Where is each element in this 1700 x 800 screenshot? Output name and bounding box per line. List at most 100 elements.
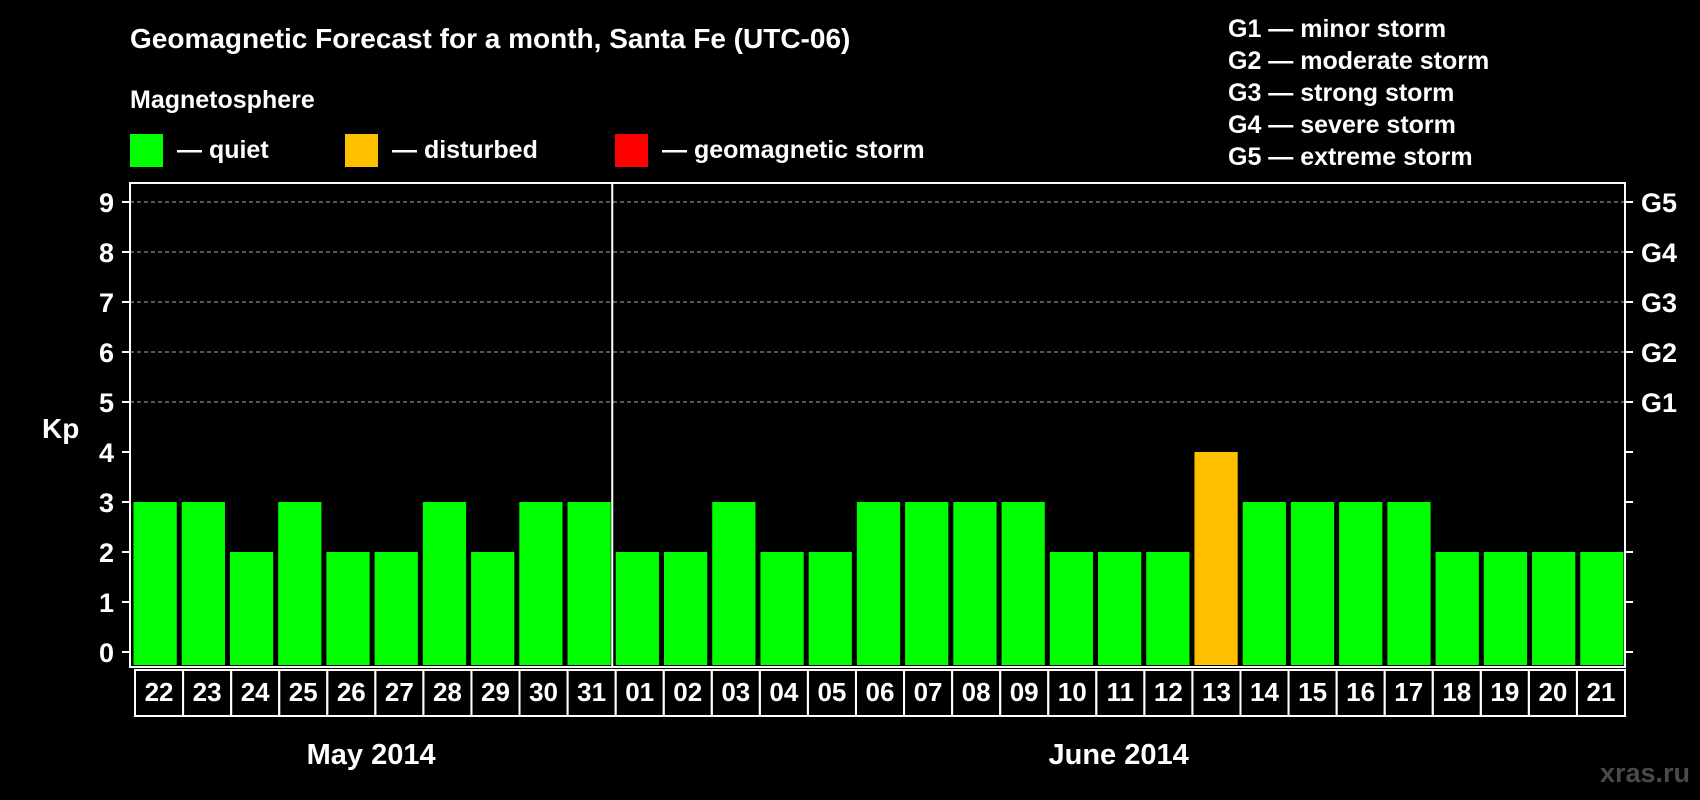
y-tick-label: 8 bbox=[99, 238, 114, 268]
month-labels: May 2014 June 2014 bbox=[307, 739, 1189, 771]
storm-level-label: G2 bbox=[1641, 338, 1677, 368]
day-cell bbox=[1575, 669, 1626, 717]
day-label: 26 bbox=[337, 677, 366, 707]
bar-31 bbox=[567, 502, 611, 665]
storm-level-label: G5 bbox=[1641, 188, 1677, 218]
bar-16 bbox=[1339, 502, 1383, 665]
bar-09 bbox=[1001, 502, 1045, 665]
day-label: 24 bbox=[241, 677, 270, 707]
watermark: xras.ru bbox=[1600, 758, 1690, 788]
bar-22 bbox=[133, 502, 177, 665]
day-label: 02 bbox=[673, 677, 702, 707]
y-axis: 0 1 2 3 4 5 6 7 8 9 bbox=[99, 188, 130, 668]
bar-03 bbox=[712, 502, 756, 665]
bar-06 bbox=[856, 502, 901, 665]
day-label: 19 bbox=[1490, 677, 1519, 707]
bars bbox=[133, 452, 1624, 665]
bar-29 bbox=[471, 552, 515, 665]
day-label: 18 bbox=[1442, 677, 1471, 707]
day-label: 28 bbox=[433, 677, 462, 707]
day-label: 29 bbox=[481, 677, 510, 707]
bar-24 bbox=[229, 552, 274, 665]
day-label: 03 bbox=[721, 677, 750, 707]
y-tick-label: 2 bbox=[99, 538, 114, 568]
bar-20 bbox=[1532, 552, 1576, 665]
day-label: 15 bbox=[1298, 677, 1327, 707]
day-label: 07 bbox=[914, 677, 943, 707]
y-tick-label: 9 bbox=[99, 188, 114, 218]
legend-label-quiet: — quiet bbox=[177, 136, 269, 164]
y-axis-label: Kp bbox=[42, 413, 79, 444]
day-label: 08 bbox=[962, 677, 991, 707]
y-tick-label: 3 bbox=[99, 488, 114, 518]
bar-10 bbox=[1049, 552, 1094, 665]
storm-scale-item: G5 — extreme storm bbox=[1228, 143, 1473, 171]
legend-label-disturbed: — disturbed bbox=[392, 136, 538, 164]
y-tick-label: 6 bbox=[99, 338, 114, 368]
bar-04 bbox=[760, 552, 804, 665]
storm-scale-item: G1 — minor storm bbox=[1228, 15, 1446, 43]
legend-swatch-disturbed bbox=[345, 134, 378, 167]
day-label: 31 bbox=[577, 677, 606, 707]
day-label: 01 bbox=[625, 677, 654, 707]
magnetosphere-label: Magnetosphere bbox=[130, 86, 315, 114]
day-label: 21 bbox=[1587, 677, 1616, 707]
bar-15 bbox=[1290, 502, 1335, 665]
bar-07 bbox=[905, 502, 949, 665]
storm-level-label: G3 bbox=[1641, 288, 1677, 318]
bar-11 bbox=[1098, 552, 1142, 665]
bar-25 bbox=[278, 502, 322, 665]
legend-swatch-quiet bbox=[130, 134, 163, 167]
bar-01 bbox=[615, 552, 659, 665]
day-label: 06 bbox=[866, 677, 895, 707]
day-label: 11 bbox=[1107, 677, 1135, 707]
storm-scale-item: G4 — severe storm bbox=[1228, 111, 1456, 139]
legend: — quiet — disturbed — geomagnetic storm bbox=[130, 134, 925, 167]
legend-swatch-storm bbox=[615, 134, 648, 167]
plot-frame bbox=[129, 182, 1626, 668]
bar-28 bbox=[422, 502, 467, 665]
storm-scale-item: G2 — moderate storm bbox=[1228, 47, 1489, 75]
day-label: 23 bbox=[193, 677, 222, 707]
bar-08 bbox=[953, 502, 997, 665]
chart-title: Geomagnetic Forecast for a month, Santa … bbox=[130, 23, 850, 54]
day-label: 05 bbox=[817, 677, 846, 707]
bar-23 bbox=[181, 502, 225, 665]
day-label: 22 bbox=[145, 677, 174, 707]
month-label: May 2014 bbox=[307, 739, 436, 771]
day-label: 16 bbox=[1346, 677, 1375, 707]
bar-26 bbox=[326, 552, 370, 665]
storm-scale-legend: G1 — minor storm G2 — moderate storm G3 — … bbox=[1228, 15, 1489, 171]
bar-18 bbox=[1435, 552, 1479, 665]
bar-17 bbox=[1387, 502, 1431, 665]
y-tick-label: 1 bbox=[99, 588, 114, 618]
y-tick-label: 5 bbox=[99, 388, 114, 418]
bar-19 bbox=[1483, 552, 1528, 665]
storm-level-label: G1 bbox=[1641, 388, 1677, 418]
day-label: 17 bbox=[1394, 677, 1423, 707]
bar-13 bbox=[1194, 452, 1238, 665]
day-label: 10 bbox=[1058, 677, 1087, 707]
day-label: 27 bbox=[385, 677, 414, 707]
day-label: 09 bbox=[1010, 677, 1039, 707]
month-label: June 2014 bbox=[1048, 739, 1188, 771]
bar-05 bbox=[808, 552, 852, 665]
day-label: 04 bbox=[769, 677, 798, 707]
x-axis-day-labels: 22 23 24 25 26 27 28 29 30 31 01 02 03 04 05 06 07 08 09 10… bbox=[134, 669, 1626, 717]
day-label: 25 bbox=[289, 677, 318, 707]
bar-02 bbox=[663, 552, 708, 665]
bar-27 bbox=[374, 552, 418, 665]
day-label: 20 bbox=[1538, 677, 1567, 707]
bar-12 bbox=[1146, 552, 1190, 665]
bar-14 bbox=[1242, 502, 1286, 665]
bar-21 bbox=[1580, 552, 1624, 665]
storm-level-axis: G1 G2 G3 G4 G5 bbox=[1625, 188, 1677, 653]
storm-scale-item: G3 — strong storm bbox=[1228, 79, 1454, 107]
y-tick-label: 4 bbox=[99, 438, 114, 468]
day-label: 12 bbox=[1154, 677, 1183, 707]
bar-30 bbox=[519, 502, 563, 665]
day-label: 14 bbox=[1250, 677, 1279, 707]
legend-label-storm: — geomagnetic storm bbox=[662, 136, 925, 164]
y-tick-label: 7 bbox=[99, 288, 114, 318]
